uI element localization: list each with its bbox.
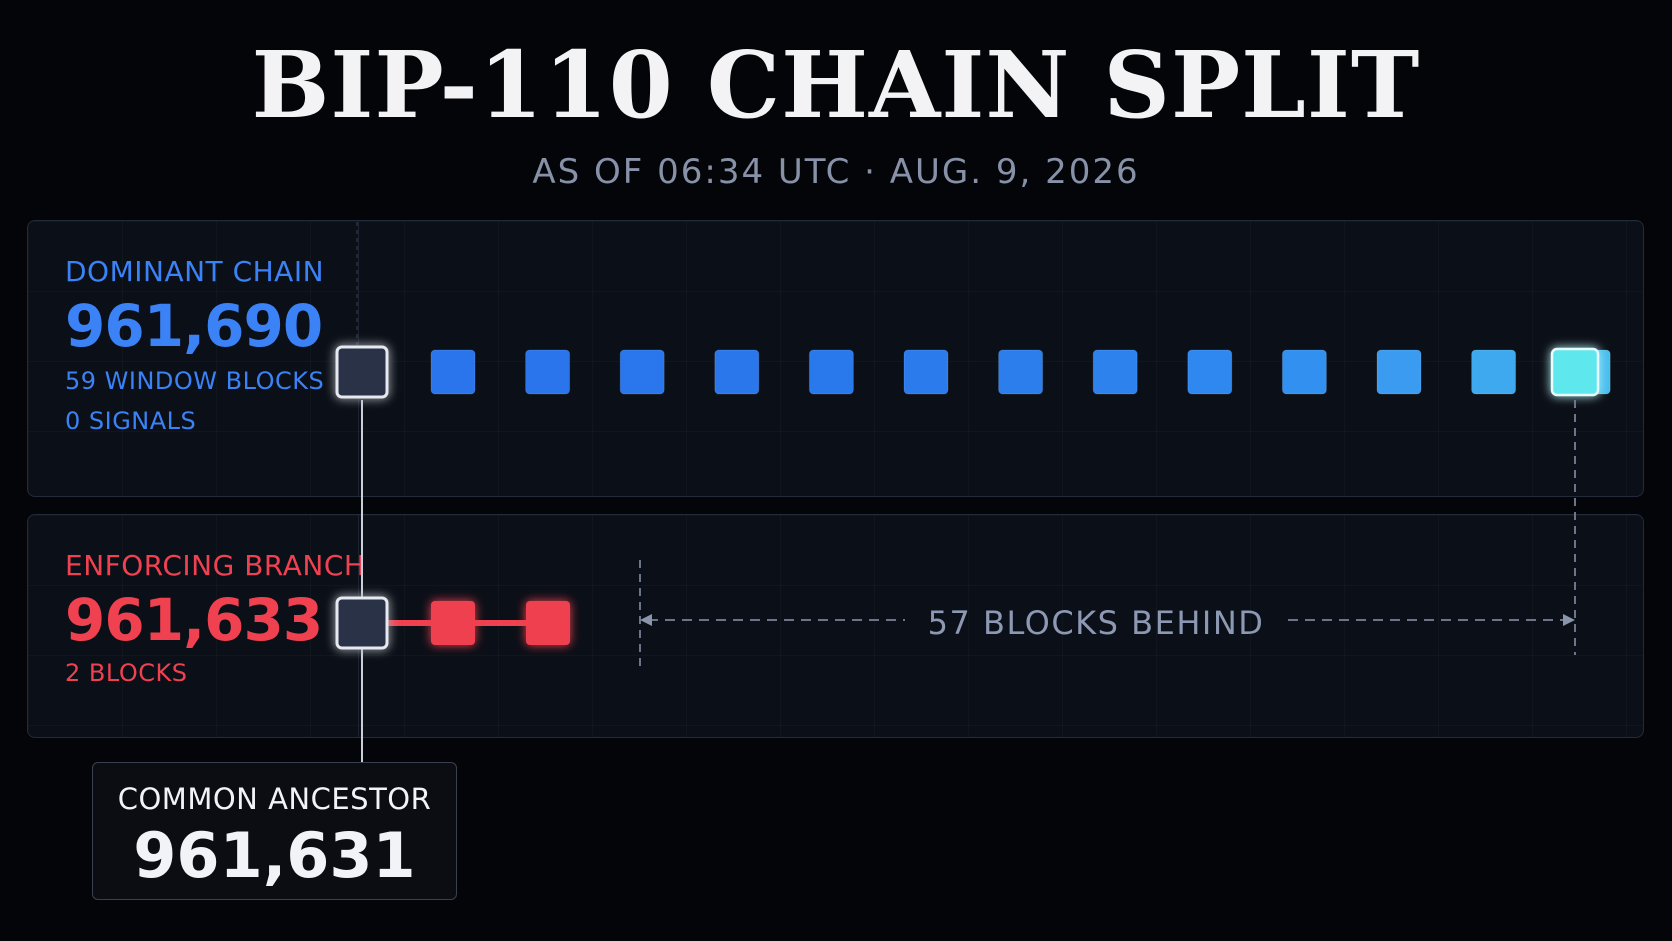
common-ancestor-box: COMMON ANCESTOR 961,631 — [92, 762, 457, 900]
page-title: BIP-110 CHAIN SPLIT — [251, 31, 1421, 139]
dominant-chain-info: DOMINANT CHAIN 961,690 59 WINDOW BLOCKS … — [65, 255, 324, 441]
enforcing-branch-blocks — [431, 601, 570, 645]
gap-label: 57 BLOCKS BEHIND — [928, 604, 1265, 642]
dominant-window-blocks: 59 WINDOW BLOCKS — [65, 367, 325, 395]
common-ancestor-height: 961,631 — [133, 819, 416, 892]
gap-arrowhead-right — [1563, 614, 1575, 626]
enforcing-branch-height: 961,633 — [65, 586, 323, 654]
dominant-block — [619, 349, 665, 395]
enforcing-branch-info: ENFORCING BRANCH 961,633 2 BLOCKS — [65, 549, 365, 693]
gap-arrowhead-left — [640, 614, 652, 626]
dominant-block — [998, 349, 1044, 395]
dominant-block — [1092, 349, 1138, 395]
dominant-chain-blocks — [430, 347, 1611, 397]
dominant-block — [1376, 349, 1422, 395]
dominant-block — [714, 349, 760, 395]
enforcing-block — [431, 601, 475, 645]
dominant-block — [903, 349, 949, 395]
dominant-block — [430, 349, 476, 395]
dominant-block — [1281, 349, 1327, 395]
enforcing-branch-panel: ENFORCING BRANCH 961,633 2 BLOCKS — [27, 514, 1644, 738]
enforcing-block — [526, 601, 570, 645]
split-block-dominant — [335, 345, 389, 399]
common-ancestor-label: COMMON ANCESTOR — [117, 782, 432, 816]
enforcing-branch-blocks: 2 BLOCKS — [65, 659, 188, 687]
dominant-block — [525, 349, 571, 395]
enforcing-branch-label: ENFORCING BRANCH — [65, 549, 366, 582]
dominant-block — [1187, 349, 1233, 395]
dominant-block — [808, 349, 854, 395]
split-block-enforcing — [335, 596, 389, 650]
dominant-chain-label: DOMINANT CHAIN — [65, 255, 325, 288]
dominant-chain-height: 961,690 — [65, 292, 323, 360]
page-subtitle: AS OF 06:34 UTC · AUG. 9, 2026 — [532, 152, 1140, 192]
dominant-signals: 0 SIGNALS — [65, 407, 197, 435]
dominant-chain-panel: DOMINANT CHAIN 961,690 59 WINDOW BLOCKS … — [27, 220, 1644, 497]
dominant-tip-block — [1550, 347, 1600, 397]
dominant-block — [1471, 349, 1517, 395]
